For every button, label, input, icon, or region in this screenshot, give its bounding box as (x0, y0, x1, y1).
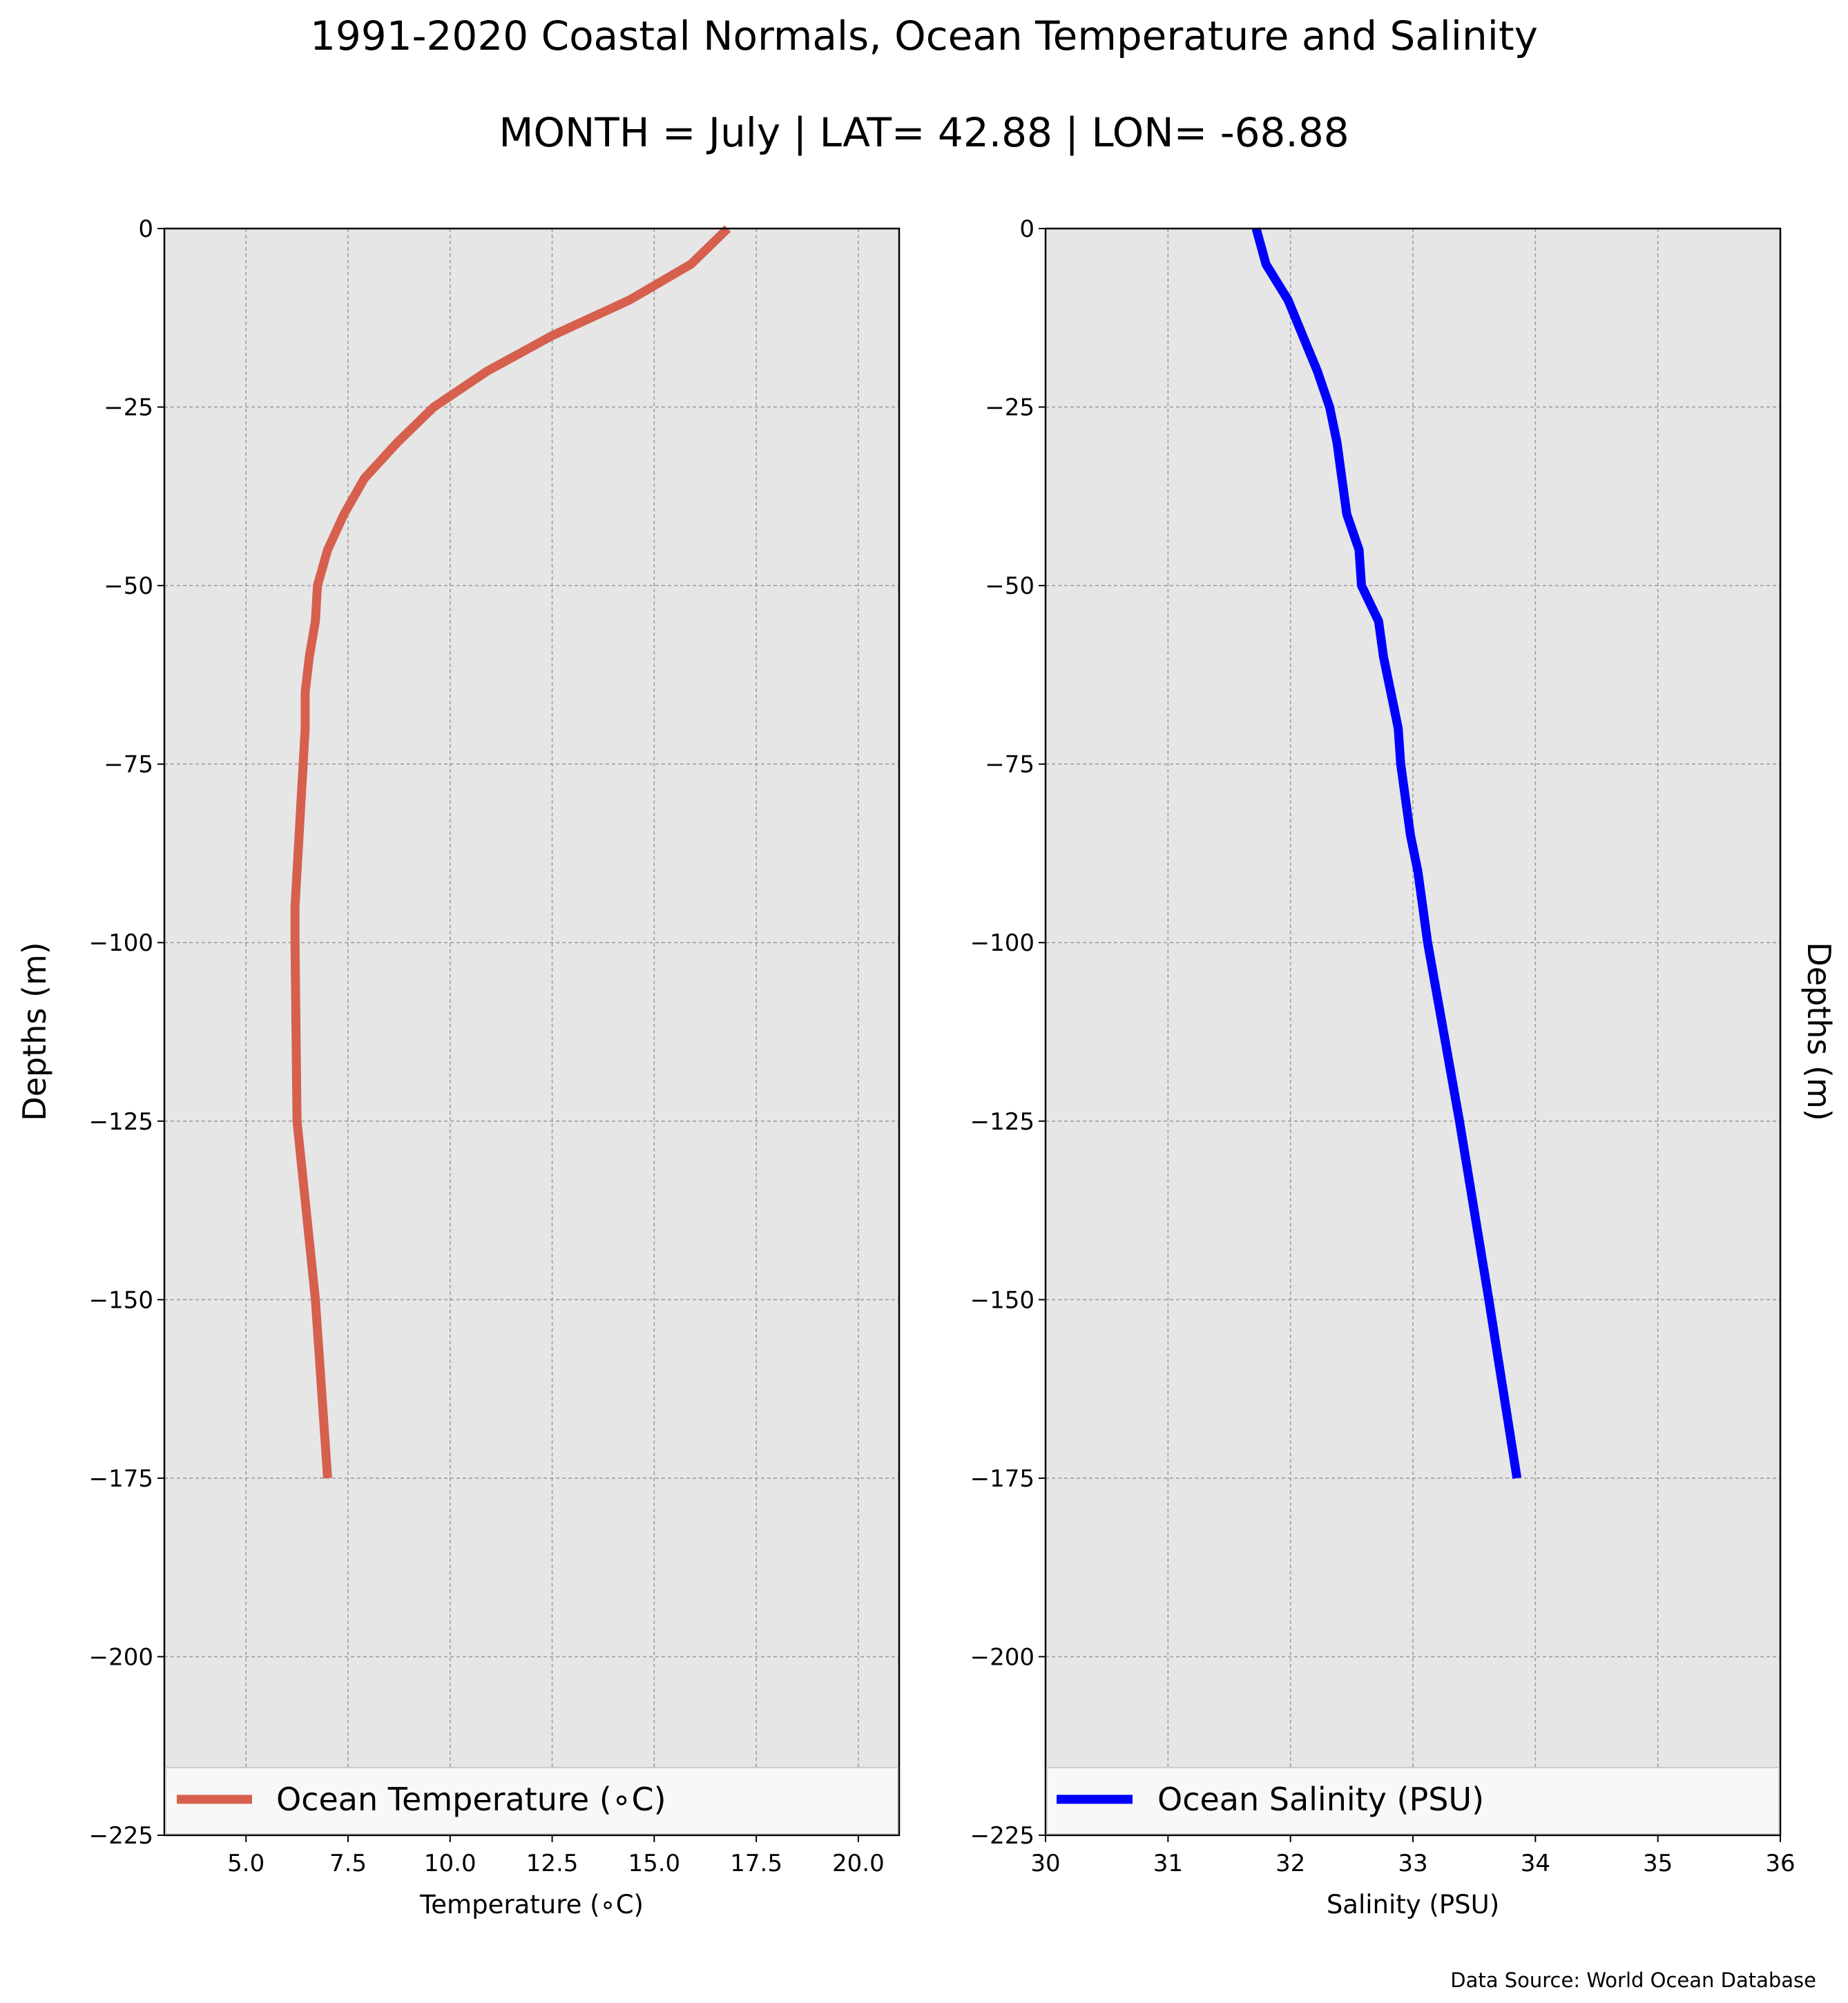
temperature-y-tick-label: −100 (89, 929, 153, 957)
salinity-x-tick-label: 35 (1643, 1850, 1673, 1877)
temperature-panel: 5.0 7.5 10.0 12.5 15.0 17.5 20.0 0 −25 −50 −75 −10… (16, 215, 901, 1919)
temperature-x-tick-label: 10.0 (424, 1850, 477, 1877)
temperature-profile-line (290, 225, 731, 1479)
temperature-plot-area (164, 229, 899, 1835)
temperature-x-tick-label: 20.0 (832, 1850, 885, 1877)
salinity-profile-line (1251, 227, 1522, 1479)
salinity-y-tick-label: −50 (985, 572, 1034, 600)
salinity-legend-label: Ocean Salinity (PSU) (1157, 1781, 1484, 1818)
salinity-y-tick-label: −225 (970, 1822, 1034, 1850)
temperature-y-tick-label: −200 (89, 1643, 153, 1671)
salinity-y-tick-label: −175 (970, 1465, 1034, 1493)
temperature-y-tick-label: −50 (104, 572, 153, 600)
temperature-x-tick-label: 15.0 (628, 1850, 680, 1877)
temperature-plot-frame (163, 227, 901, 1837)
temperature-y-tick-label: −150 (89, 1286, 153, 1314)
temperature-series-layer (290, 225, 731, 1479)
salinity-y-ticks: 0 −25 −50 −75 −100 −125 −150 −175 −200 −225 (970, 215, 1046, 1850)
salinity-legend-box (1046, 1767, 1780, 1835)
salinity-x-tick-label: 34 (1521, 1850, 1550, 1877)
temperature-legend: Ocean Temperature (∘C) (165, 1767, 898, 1835)
salinity-y-tick-label: −100 (970, 929, 1034, 957)
salinity-y-tick-label: 0 (1019, 215, 1034, 243)
temperature-x-tick-label: 7.5 (329, 1850, 367, 1877)
salinity-x-tick-label: 36 (1765, 1850, 1795, 1877)
salinity-panel: 30 31 32 33 34 35 36 0 −25 −50 −75 −100 −125 −150 −17… (970, 215, 1838, 1919)
salinity-y-tick-label: −150 (970, 1286, 1034, 1314)
temperature-x-tick-label: 17.5 (730, 1850, 782, 1877)
temperature-y-ticks: 0 −25 −50 −75 −100 −125 −150 −175 −200 −225 (89, 215, 164, 1850)
salinity-y-tick-label: −125 (970, 1108, 1034, 1136)
salinity-x-axis-label: Salinity (PSU) (1327, 1890, 1499, 1919)
temperature-legend-box (165, 1767, 898, 1835)
temperature-y-tick-label: −25 (104, 394, 153, 422)
salinity-x-tick-label: 33 (1398, 1850, 1427, 1877)
temperature-y-tick-label: −225 (89, 1822, 153, 1850)
temperature-x-axis-label: Temperature (∘C) (419, 1890, 644, 1919)
temperature-y-tick-label: −75 (104, 751, 153, 779)
temperature-y-axis-label: Depths (m) (16, 942, 53, 1121)
data-source-note: Data Source: World Ocean Database (1450, 1968, 1816, 1992)
temperature-legend-label: Ocean Temperature (∘C) (276, 1781, 666, 1818)
temperature-x-tick-label: 12.5 (526, 1850, 579, 1877)
temperature-y-tick-label: −125 (89, 1108, 153, 1136)
temperature-x-tick-label: 5.0 (227, 1850, 264, 1877)
salinity-legend: Ocean Salinity (PSU) (1046, 1767, 1780, 1835)
salinity-x-ticks: 30 31 32 33 34 35 36 (1030, 1835, 1796, 1877)
salinity-y-tick-label: −25 (985, 394, 1034, 422)
figure-title: 1991-2020 Coastal Normals, Ocean Tempera… (310, 12, 1538, 59)
salinity-x-tick-label: 30 (1030, 1850, 1060, 1877)
salinity-y-tick-label: −200 (970, 1643, 1034, 1671)
salinity-x-tick-label: 32 (1276, 1850, 1305, 1877)
temperature-x-ticks: 5.0 7.5 10.0 12.5 15.0 17.5 20.0 (227, 1835, 885, 1877)
salinity-x-tick-label: 31 (1153, 1850, 1183, 1877)
temperature-y-tick-label: 0 (138, 215, 153, 243)
temperature-y-tick-label: −175 (89, 1465, 153, 1493)
figure-subtitle: MONTH = July | LAT= 42.88 | LON= -68.88 (499, 109, 1349, 156)
salinity-series-layer (1251, 227, 1522, 1479)
salinity-y-axis-label: Depths (m) (1800, 942, 1838, 1121)
salinity-y-tick-label: −75 (985, 751, 1034, 779)
